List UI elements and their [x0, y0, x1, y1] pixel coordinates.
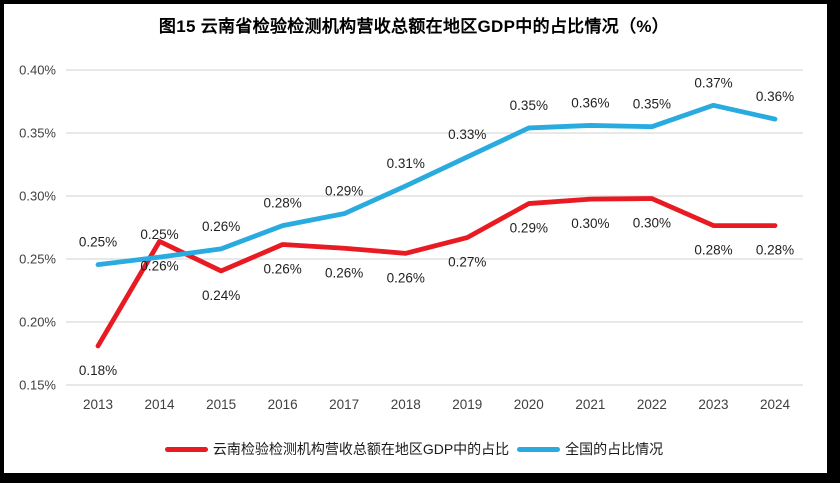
- data-label: 0.36%: [756, 89, 794, 104]
- data-label: 0.26%: [202, 219, 240, 234]
- data-label: 0.25%: [140, 227, 178, 242]
- legend-item-national: 全国的占比情况: [517, 439, 663, 459]
- data-label: 0.28%: [694, 243, 732, 258]
- x-tick-label: 2024: [760, 397, 791, 412]
- data-label: 0.26%: [140, 258, 178, 273]
- data-label: 0.29%: [510, 221, 548, 236]
- y-tick-label: 0.40%: [19, 63, 56, 78]
- frame-border-bottom: [0, 473, 840, 483]
- x-tick-label: 2021: [575, 397, 605, 412]
- x-tick-label: 2015: [206, 397, 236, 412]
- legend-item-yunnan: 云南检验检测机构营收总额在地区GDP中的占比: [164, 439, 510, 459]
- national-series-line: [95, 102, 778, 268]
- y-tick-label: 0.25%: [19, 252, 56, 267]
- y-tick-label: 0.30%: [19, 189, 56, 204]
- data-label: 0.36%: [571, 95, 609, 110]
- data-label: 0.35%: [510, 98, 548, 113]
- x-tick-label: 2014: [145, 397, 176, 412]
- data-label: 0.26%: [325, 265, 363, 280]
- data-label: 0.29%: [325, 184, 363, 199]
- frame-border-right: [827, 0, 840, 483]
- x-tick-label: 2023: [698, 397, 728, 412]
- data-label: 0.28%: [263, 196, 301, 211]
- data-label: 0.27%: [448, 255, 486, 270]
- y-tick-label: 0.35%: [19, 126, 56, 141]
- legend-label-national: 全国的占比情况: [565, 441, 664, 457]
- x-tick-label: 2019: [452, 397, 482, 412]
- data-label: 0.30%: [633, 216, 671, 231]
- data-label: 0.26%: [387, 270, 425, 285]
- data-label: 0.35%: [633, 97, 671, 112]
- chart-legend: 云南检验检测机构营收总额在地区GDP中的占比 全国的占比情况: [0, 438, 828, 460]
- data-label: 0.33%: [448, 127, 486, 142]
- data-label: 0.31%: [387, 156, 425, 171]
- data-label: 0.25%: [79, 235, 117, 250]
- x-tick-label: 2018: [391, 397, 421, 412]
- y-tick-label: 0.15%: [19, 378, 56, 393]
- national-series-swatch-icon: [517, 446, 561, 452]
- data-label: 0.18%: [79, 363, 117, 378]
- data-label: 0.24%: [202, 288, 240, 303]
- data-label: 0.37%: [694, 75, 732, 90]
- data-label: 0.26%: [263, 262, 301, 277]
- yunnan-series-swatch-icon: [164, 446, 208, 452]
- data-label: 0.28%: [756, 243, 794, 258]
- x-tick-label: 2020: [514, 397, 544, 412]
- legend-label-yunnan: 云南检验检测机构营收总额在地区GDP中的占比: [212, 441, 510, 457]
- yunnan-series-line: [95, 196, 778, 349]
- frame-border-top: [0, 0, 840, 4]
- y-tick-label: 0.20%: [19, 315, 56, 330]
- x-tick-label: 2016: [268, 397, 298, 412]
- x-tick-label: 2022: [637, 397, 667, 412]
- x-tick-label: 2013: [83, 397, 113, 412]
- x-tick-label: 2017: [329, 397, 359, 412]
- chart-title: 图15 云南省检验检测机构营收总额在地区GDP中的占比情况（%）: [158, 17, 670, 36]
- frame-border-left: [0, 0, 4, 483]
- data-label: 0.30%: [571, 216, 609, 231]
